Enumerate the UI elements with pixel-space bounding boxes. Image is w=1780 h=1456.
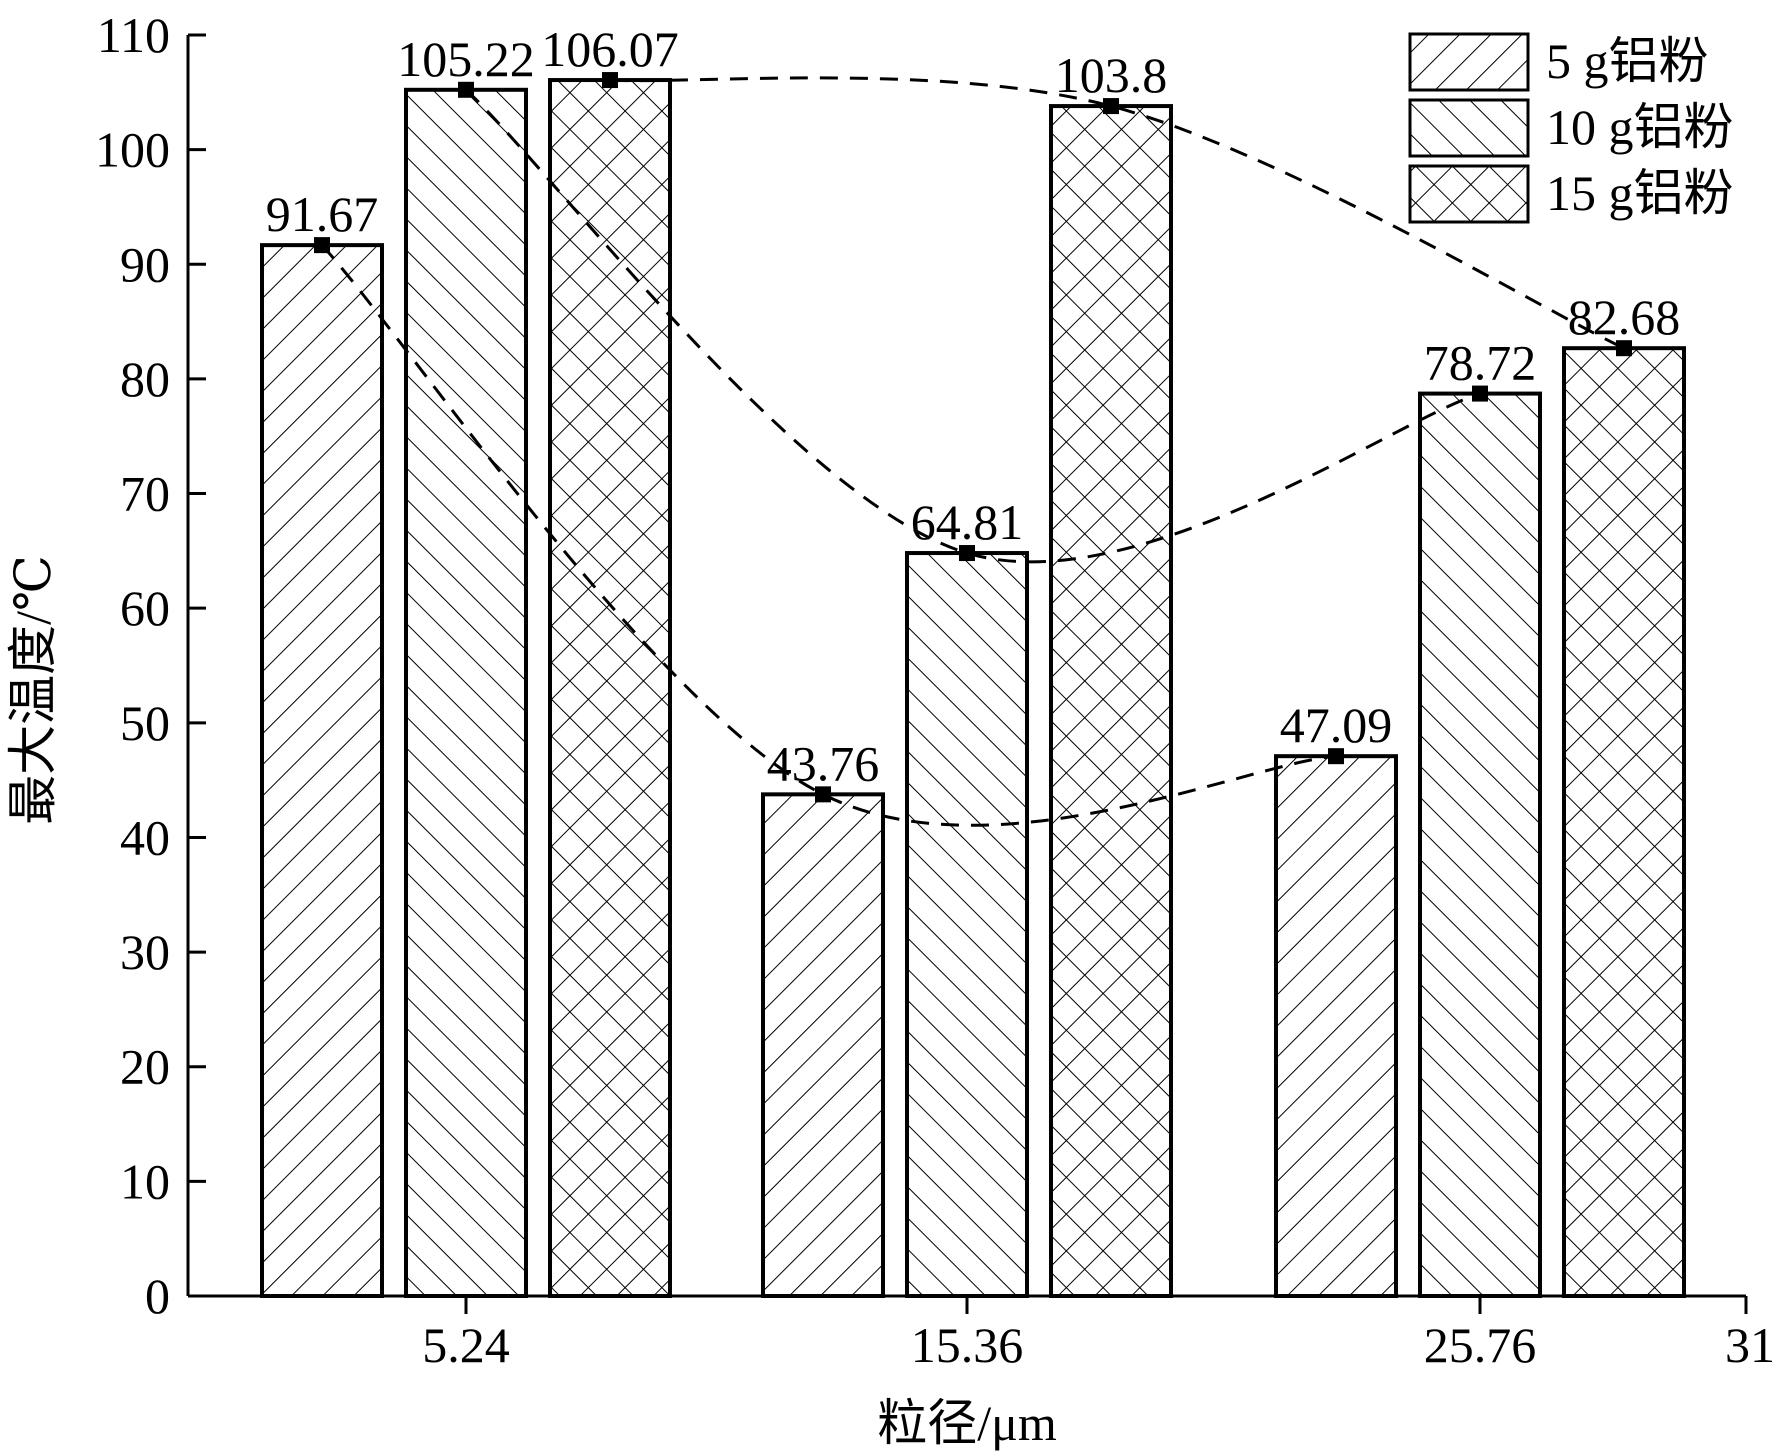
legend: 5 g铝粉 10 g铝粉 15 g铝粉 [1408, 32, 1734, 224]
marker-series2-15_36 [959, 545, 975, 562]
marker-series3-5_24 [602, 72, 618, 89]
legend-label-series3: 15 g铝粉 [1546, 165, 1734, 221]
marker-series1-5_24 [314, 237, 330, 254]
legend-swatch-series2 [1408, 98, 1530, 158]
marker-series2-25_76 [1472, 385, 1488, 402]
bar-series2-5_24 [404, 87, 528, 1299]
data-label-series3-15_36: 103.8 [1055, 47, 1168, 103]
y-tick-label: 80 [120, 351, 170, 407]
bar-series3-25_76 [1562, 346, 1686, 1299]
bar-series1-25_76 [1274, 754, 1398, 1298]
y-tick-label: 50 [120, 695, 170, 751]
marker-series1-15_36 [815, 786, 831, 803]
data-label-series2-25_76: 78.72 [1424, 335, 1537, 391]
legend-label-series1: 5 g铝粉 [1546, 33, 1709, 89]
trend-line-series2 [464, 88, 1481, 564]
y-tick-label: 40 [120, 809, 170, 865]
data-label-series1-15_36: 43.76 [767, 735, 880, 791]
legend-label-series2: 10 g铝粉 [1546, 99, 1734, 155]
y-tick-label: 20 [120, 1039, 170, 1095]
x-tick-label: 15.36 [911, 1317, 1024, 1373]
data-label-series2-15_36: 64.81 [911, 494, 1024, 550]
data-label-series3-5_24: 106.07 [541, 21, 679, 77]
bar-series1-15_36 [761, 792, 885, 1298]
data-label-series1-5_24: 91.67 [266, 186, 379, 242]
x-tick-label: 5.24 [422, 1317, 510, 1373]
x-tick-label-end: 31 [1725, 1317, 1775, 1373]
marker-series1-25_76 [1328, 748, 1344, 765]
y-tick-label: 70 [120, 466, 170, 522]
marker-series3-15_36 [1103, 98, 1119, 115]
bar-series2-15_36 [905, 551, 1029, 1298]
marker-series3-25_76 [1616, 340, 1632, 357]
bar-series1-5_24 [260, 243, 384, 1299]
y-tick-label: 30 [120, 924, 170, 980]
y-axis-title: 最大温度/℃ [5, 555, 61, 825]
y-tick-label: 90 [120, 236, 170, 292]
trend-line-series3 [609, 76, 1625, 350]
legend-swatch-series1 [1408, 32, 1530, 92]
y-tick-label: 110 [97, 7, 170, 63]
marker-series2-5_24 [458, 81, 474, 98]
x-tick-label: 25.76 [1424, 1317, 1537, 1373]
trend-line-series1 [320, 244, 1337, 827]
y-tick-label: 0 [145, 1268, 170, 1324]
bar-series3-15_36 [1049, 104, 1173, 1298]
x-axis-title: 粒径/μm [877, 1395, 1057, 1451]
data-label-series3-25_76: 82.68 [1568, 289, 1681, 345]
data-label-series2-5_24: 105.22 [397, 31, 535, 87]
y-tick-label: 10 [120, 1153, 170, 1209]
data-label-series1-25_76: 47.09 [1280, 697, 1393, 753]
y-tick-label: 100 [95, 122, 170, 178]
legend-swatch-series3 [1408, 164, 1530, 224]
bar-series2-25_76 [1418, 391, 1542, 1299]
bar-series3-5_24 [548, 78, 672, 1298]
y-tick-label: 60 [120, 580, 170, 636]
